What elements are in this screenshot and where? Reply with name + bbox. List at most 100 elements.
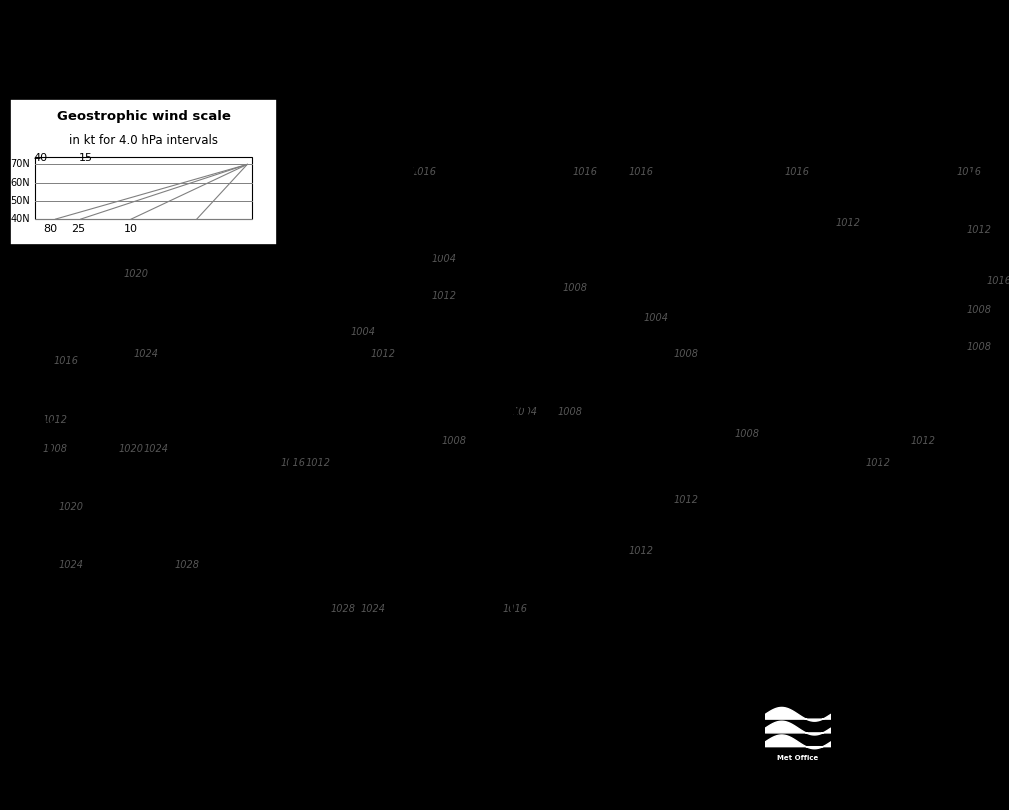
Polygon shape (489, 81, 501, 88)
Text: x: x (436, 227, 442, 237)
Polygon shape (497, 585, 509, 595)
Text: 1010: 1010 (591, 653, 650, 673)
Text: 998: 998 (669, 296, 713, 316)
Polygon shape (473, 723, 485, 732)
Text: x: x (618, 613, 624, 623)
Text: 1004: 1004 (432, 254, 456, 264)
Text: 1024: 1024 (144, 444, 169, 454)
Text: 1012: 1012 (371, 349, 396, 359)
Wedge shape (966, 173, 975, 185)
Wedge shape (852, 141, 865, 156)
Text: 25: 25 (71, 224, 85, 234)
Text: 1028: 1028 (175, 561, 199, 570)
Text: x: x (254, 475, 260, 484)
Polygon shape (346, 732, 360, 740)
Text: L: L (498, 379, 511, 398)
Wedge shape (568, 143, 583, 158)
Wedge shape (998, 193, 1009, 209)
Polygon shape (414, 733, 428, 740)
Text: 60N: 60N (11, 177, 30, 188)
Polygon shape (323, 268, 333, 275)
Polygon shape (686, 388, 695, 396)
Bar (760, 659, 1002, 731)
Polygon shape (504, 633, 515, 643)
Polygon shape (272, 607, 283, 617)
Polygon shape (425, 101, 436, 111)
Polygon shape (335, 306, 347, 316)
Text: 1016: 1016 (281, 458, 305, 468)
Text: 1008: 1008 (43, 444, 68, 454)
Text: 1016: 1016 (573, 167, 597, 177)
Polygon shape (580, 112, 591, 119)
Text: 1030: 1030 (228, 420, 287, 440)
Polygon shape (283, 727, 294, 737)
Wedge shape (712, 121, 722, 135)
Wedge shape (151, 281, 161, 296)
Polygon shape (16, 573, 27, 582)
Text: 70N: 70N (10, 160, 30, 169)
Wedge shape (936, 188, 950, 203)
Wedge shape (664, 122, 676, 137)
Text: 1017: 1017 (894, 616, 952, 637)
Wedge shape (806, 130, 819, 144)
Text: 1016: 1016 (785, 167, 809, 177)
Text: x: x (688, 256, 694, 266)
Text: 10: 10 (124, 224, 138, 234)
Text: 1013: 1013 (576, 471, 635, 491)
Text: L: L (251, 488, 263, 507)
Text: 1008: 1008 (674, 349, 698, 359)
Text: 40: 40 (33, 154, 47, 164)
Text: H: H (916, 591, 930, 609)
Bar (35, 157, 252, 220)
Text: 1008: 1008 (735, 429, 759, 439)
Text: 1012: 1012 (432, 291, 456, 301)
Text: 1001: 1001 (844, 398, 902, 418)
Text: 1020: 1020 (59, 502, 83, 512)
Polygon shape (45, 474, 55, 484)
Polygon shape (490, 535, 500, 546)
Wedge shape (898, 181, 912, 194)
Text: H: H (301, 606, 315, 624)
Wedge shape (108, 283, 122, 296)
Polygon shape (898, 330, 908, 339)
Text: x: x (602, 431, 608, 441)
Text: L: L (685, 271, 697, 288)
Text: 1016: 1016 (144, 167, 169, 177)
Wedge shape (898, 150, 910, 164)
Polygon shape (366, 250, 378, 260)
Wedge shape (513, 168, 533, 181)
Text: 1001: 1001 (854, 492, 912, 513)
Text: 1012: 1012 (911, 437, 935, 446)
Text: 1005: 1005 (707, 514, 766, 535)
Text: 1008: 1008 (442, 437, 466, 446)
Text: 15: 15 (79, 154, 93, 164)
Polygon shape (878, 416, 888, 425)
Polygon shape (304, 233, 314, 241)
Polygon shape (26, 373, 37, 382)
Text: 1016: 1016 (957, 167, 981, 177)
Text: 80: 80 (43, 224, 58, 234)
Wedge shape (815, 159, 829, 174)
Polygon shape (434, 211, 444, 221)
Text: 1008: 1008 (967, 342, 991, 352)
Text: 1016: 1016 (629, 167, 653, 177)
Text: metoffice.gov.uk: metoffice.gov.uk (843, 686, 947, 700)
Wedge shape (755, 144, 769, 160)
Wedge shape (1000, 173, 1009, 185)
Text: Met Office: Met Office (777, 755, 818, 761)
Polygon shape (484, 437, 494, 446)
Wedge shape (69, 297, 83, 311)
Text: 1012: 1012 (674, 495, 698, 505)
Text: 1008: 1008 (558, 407, 582, 417)
Text: 50N: 50N (10, 196, 30, 206)
Text: 1012: 1012 (306, 458, 330, 468)
Text: 1004: 1004 (644, 313, 668, 322)
Text: in kt for 4.0 hPa intervals: in kt for 4.0 hPa intervals (70, 134, 218, 147)
Text: 1020: 1020 (119, 444, 143, 454)
Polygon shape (311, 364, 322, 373)
Polygon shape (624, 127, 636, 135)
Text: L: L (731, 488, 743, 507)
Text: 1016: 1016 (53, 356, 78, 366)
Text: 1012: 1012 (629, 546, 653, 556)
Polygon shape (666, 432, 675, 440)
